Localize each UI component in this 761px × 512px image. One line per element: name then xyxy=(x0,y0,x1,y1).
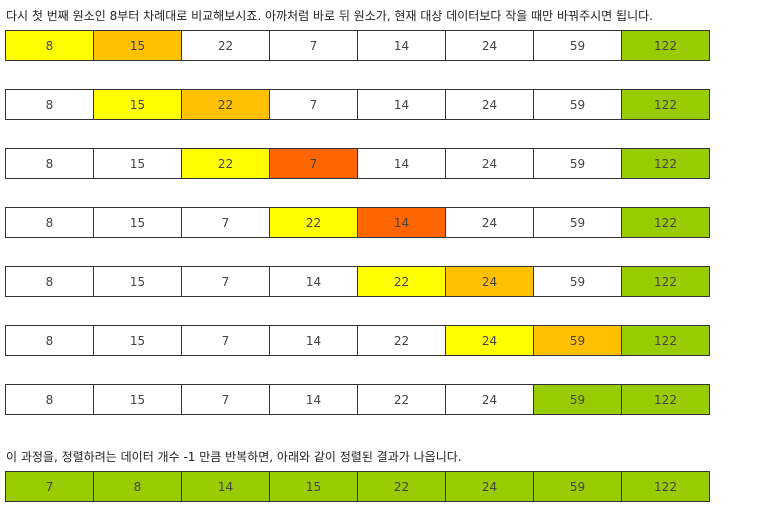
array-cell: 122 xyxy=(622,326,710,356)
array-cell: 7 xyxy=(182,208,270,238)
array-cell: 122 xyxy=(622,208,710,238)
array-cell: 24 xyxy=(446,149,534,179)
array-cell: 24 xyxy=(446,208,534,238)
array-cell: 14 xyxy=(270,385,358,415)
array-cell: 22 xyxy=(358,326,446,356)
array-cell: 7 xyxy=(270,149,358,179)
array-cell: 8 xyxy=(6,267,94,297)
array-cell: 59 xyxy=(534,149,622,179)
array-cell: 24 xyxy=(446,472,534,502)
array-cell: 24 xyxy=(446,326,534,356)
array-cell: 59 xyxy=(534,385,622,415)
array-cell: 122 xyxy=(622,90,710,120)
intro-caption: 다시 첫 번째 원소인 8부터 차례대로 비교해보시죠. 아까처럼 바로 뒤 원… xyxy=(6,9,653,23)
array-cell: 8 xyxy=(6,385,94,415)
array-cell: 22 xyxy=(358,385,446,415)
array-cell: 7 xyxy=(182,326,270,356)
array-cell: 15 xyxy=(94,267,182,297)
array-cell: 122 xyxy=(622,267,710,297)
array-cell: 59 xyxy=(534,267,622,297)
array-cell: 8 xyxy=(6,208,94,238)
array-cell: 122 xyxy=(622,31,710,61)
array-cell: 7 xyxy=(182,267,270,297)
array-cell: 24 xyxy=(446,90,534,120)
array-cell: 14 xyxy=(358,208,446,238)
array-cell: 14 xyxy=(358,90,446,120)
array-cell: 24 xyxy=(446,385,534,415)
array-cell: 7 xyxy=(182,385,270,415)
step-row-5: 8 15 7 14 22 24 59 122 xyxy=(5,266,710,297)
array-cell: 8 xyxy=(6,31,94,61)
outro-caption: 이 과정을, 정렬하려는 데이터 개수 -1 만큼 반복하면, 아래와 같이 정… xyxy=(6,450,462,464)
array-cell: 59 xyxy=(534,472,622,502)
array-cell: 8 xyxy=(94,472,182,502)
array-cell: 7 xyxy=(6,472,94,502)
array-cell: 15 xyxy=(94,385,182,415)
array-cell: 22 xyxy=(182,149,270,179)
array-cell: 7 xyxy=(270,90,358,120)
step-row-6: 8 15 7 14 22 24 59 122 xyxy=(5,325,710,356)
array-cell: 7 xyxy=(270,31,358,61)
array-cell: 22 xyxy=(182,31,270,61)
array-cell: 22 xyxy=(358,472,446,502)
result-row: 7 8 14 15 22 24 59 122 xyxy=(5,471,710,502)
array-cell: 22 xyxy=(270,208,358,238)
array-cell: 14 xyxy=(358,149,446,179)
array-cell: 15 xyxy=(94,208,182,238)
array-cell: 24 xyxy=(446,267,534,297)
array-cell: 14 xyxy=(270,326,358,356)
array-cell: 59 xyxy=(534,208,622,238)
array-cell: 15 xyxy=(94,326,182,356)
step-row-4: 8 15 7 22 14 24 59 122 xyxy=(5,207,710,238)
array-cell: 122 xyxy=(622,472,710,502)
array-cell: 22 xyxy=(358,267,446,297)
array-cell: 8 xyxy=(6,149,94,179)
array-cell: 122 xyxy=(622,149,710,179)
array-cell: 59 xyxy=(534,90,622,120)
step-row-3: 8 15 22 7 14 24 59 122 xyxy=(5,148,710,179)
array-cell: 24 xyxy=(446,31,534,61)
array-cell: 122 xyxy=(622,385,710,415)
array-cell: 14 xyxy=(182,472,270,502)
array-cell: 59 xyxy=(534,326,622,356)
array-cell: 15 xyxy=(94,149,182,179)
array-cell: 14 xyxy=(358,31,446,61)
step-row-2: 8 15 22 7 14 24 59 122 xyxy=(5,89,710,120)
step-row-1: 8 15 22 7 14 24 59 122 xyxy=(5,30,710,61)
step-row-7: 8 15 7 14 22 24 59 122 xyxy=(5,384,710,415)
array-cell: 8 xyxy=(6,90,94,120)
array-cell: 15 xyxy=(94,31,182,61)
array-cell: 8 xyxy=(6,326,94,356)
array-cell: 15 xyxy=(270,472,358,502)
array-cell: 14 xyxy=(270,267,358,297)
array-cell: 22 xyxy=(182,90,270,120)
array-cell: 59 xyxy=(534,31,622,61)
array-cell: 15 xyxy=(94,90,182,120)
